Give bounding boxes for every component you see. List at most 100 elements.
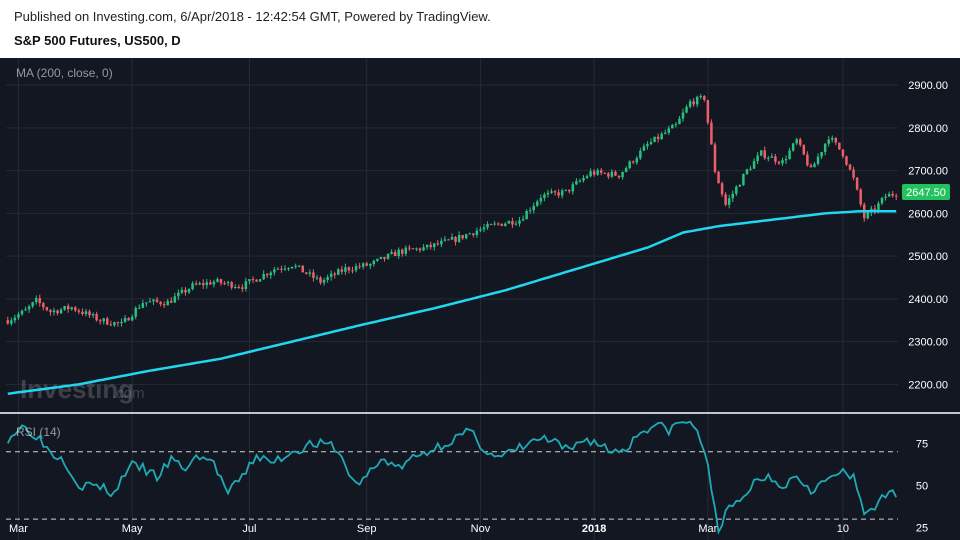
price-tick-label: 2400.00	[908, 294, 948, 306]
candle-body	[241, 287, 244, 289]
candle-body	[489, 224, 493, 226]
grid-lines	[6, 58, 898, 540]
candle-body	[344, 267, 347, 272]
candle-body	[713, 144, 717, 172]
candle-body	[877, 203, 880, 211]
candle-body	[88, 311, 91, 316]
candle-body	[301, 265, 304, 273]
candle-body	[838, 142, 841, 150]
candle-body	[305, 272, 308, 274]
rsi-axis: 75 50 25	[916, 438, 928, 534]
candle-body	[308, 272, 312, 274]
candle-body	[799, 139, 802, 145]
candle-body	[479, 229, 482, 231]
candle-body	[791, 143, 795, 151]
candle-body	[216, 279, 219, 282]
price-tick-label: 2500.00	[908, 251, 948, 263]
candle-body	[493, 223, 496, 225]
candle-body	[212, 281, 216, 285]
candle-body	[777, 161, 781, 164]
candle-body	[873, 208, 877, 211]
candle-body	[848, 164, 852, 170]
candle-body	[518, 220, 521, 224]
candle-body	[859, 189, 862, 205]
rsi-line	[6, 420, 898, 535]
candle-body	[337, 269, 340, 275]
candle-body	[390, 251, 393, 254]
candle-body	[233, 286, 237, 288]
candle-body	[614, 171, 617, 176]
candle-body	[273, 269, 276, 273]
candle-body	[358, 266, 361, 268]
candle-body	[692, 101, 695, 105]
candle-body	[166, 300, 169, 306]
candle-body	[749, 168, 752, 170]
candle-body	[443, 239, 447, 241]
rsi-indicator-label: RSI (14)	[16, 425, 61, 439]
candle-body	[663, 132, 667, 134]
candle-body	[13, 317, 17, 321]
ma-indicator-label: MA (200, close, 0)	[16, 66, 113, 80]
candle-body	[191, 283, 194, 290]
candle-body	[621, 171, 624, 178]
last-price-label: 2647.50	[902, 184, 950, 200]
candle-body	[170, 300, 173, 303]
last-price-badge	[902, 184, 950, 200]
candle-body	[31, 302, 34, 307]
candle-body	[532, 205, 535, 211]
candle-body	[219, 279, 223, 284]
candle-body	[38, 298, 42, 304]
candle-body	[525, 210, 528, 220]
time-tick-label: Mar	[9, 523, 28, 535]
candle-body	[283, 268, 287, 270]
candle-body	[813, 163, 816, 168]
chart-area[interactable]: Investing .com MA (200, close, 0) 2900.0…	[0, 58, 960, 540]
candle-body	[720, 183, 724, 195]
candle-body	[834, 138, 838, 143]
candle-body	[401, 249, 404, 254]
candle-body	[393, 251, 397, 257]
candlestick-series	[6, 93, 898, 328]
candle-body	[703, 95, 706, 100]
candle-body	[162, 304, 166, 306]
candle-body	[386, 253, 390, 259]
candle-body	[678, 118, 681, 125]
candle-body	[649, 141, 653, 145]
candle-body	[617, 175, 621, 178]
candle-body	[592, 171, 596, 175]
candle-body	[781, 160, 784, 164]
candle-body	[596, 170, 599, 175]
time-tick-label: 2018	[582, 523, 606, 535]
candle-body	[66, 306, 70, 310]
candle-body	[461, 235, 464, 239]
candle-body	[866, 212, 870, 219]
candle-body	[727, 198, 731, 205]
candle-body	[251, 279, 255, 281]
candle-body	[27, 306, 31, 310]
candle-body	[735, 186, 738, 194]
candle-body	[52, 310, 56, 313]
candle-body	[329, 273, 333, 277]
candle-body	[411, 248, 415, 250]
candle-body	[198, 283, 201, 285]
candle-body	[17, 314, 20, 318]
candle-body	[642, 146, 646, 151]
candle-body	[237, 286, 241, 288]
candle-body	[894, 195, 898, 197]
price-tick-label: 2800.00	[908, 123, 948, 135]
price-axis: 2900.00 2800.00 2700.00 2600.00 2500.00 2400.…	[908, 80, 948, 391]
candle-body	[820, 152, 823, 157]
candle-body	[184, 289, 187, 293]
candle-body	[351, 270, 354, 272]
candle-body	[70, 307, 73, 310]
candle-body	[685, 106, 688, 113]
candle-body	[767, 157, 770, 159]
candle-body	[258, 279, 262, 282]
candle-body	[674, 124, 678, 126]
candle-body	[113, 322, 116, 326]
candle-body	[511, 220, 514, 225]
candle-body	[582, 177, 585, 181]
candle-body	[436, 243, 440, 245]
candle-body	[106, 318, 109, 325]
candle-body	[20, 310, 24, 315]
